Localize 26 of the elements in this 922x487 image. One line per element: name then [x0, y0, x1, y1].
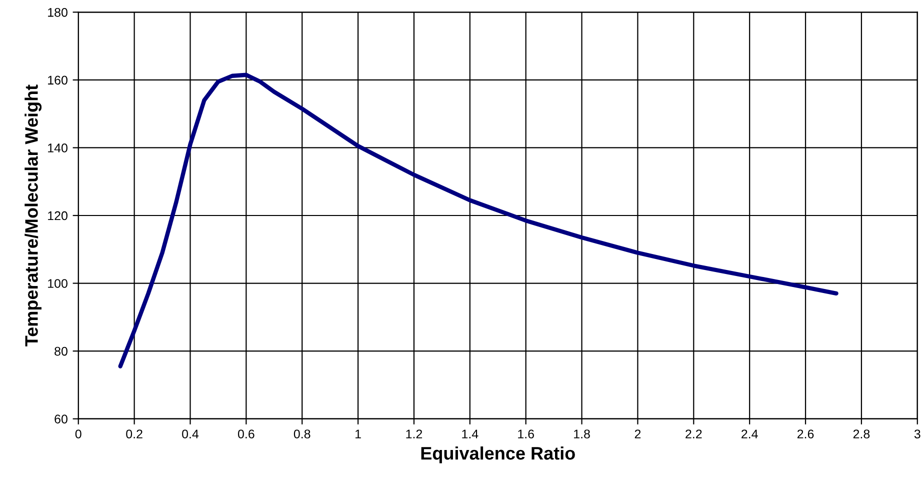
x-tick-label: 0.2 — [126, 430, 142, 438]
y-tick-label: 60 — [54, 414, 68, 424]
x-tick-label: 1.6 — [518, 430, 534, 438]
y-axis-title: Temperature/Molecular Weight — [24, 84, 42, 346]
y-tick-label: 140 — [48, 144, 68, 152]
x-tick-label: 0 — [75, 430, 82, 438]
y-tick-label: 180 — [48, 8, 68, 17]
x-tick-label: 0.4 — [182, 430, 199, 438]
x-tick-label: 2.6 — [797, 430, 814, 438]
x-axis-title: Equivalence Ratio — [421, 446, 575, 464]
x-tick-label: 2 — [634, 430, 641, 438]
x-tick-label: 2.4 — [742, 430, 758, 438]
x-tick-label: 1 — [356, 430, 361, 438]
y-tick-label: 120 — [48, 211, 68, 220]
x-tick-label: 2.2 — [686, 430, 702, 438]
y-tick-label: 100 — [48, 279, 68, 288]
x-tick-label: 0.6 — [238, 430, 254, 438]
x-tick-label: 0.8 — [294, 430, 310, 438]
x-tick-label: 1.2 — [406, 430, 422, 438]
x-tick-label: 1.4 — [462, 430, 478, 438]
y-tick-label: 160 — [48, 76, 68, 85]
x-tick-label: 1.8 — [574, 430, 590, 438]
line-series — [118, 72, 838, 368]
x-tick-label: 2.8 — [853, 430, 870, 438]
x-tick-label: 3 — [914, 430, 920, 438]
y-tick-label: 80 — [54, 346, 68, 356]
